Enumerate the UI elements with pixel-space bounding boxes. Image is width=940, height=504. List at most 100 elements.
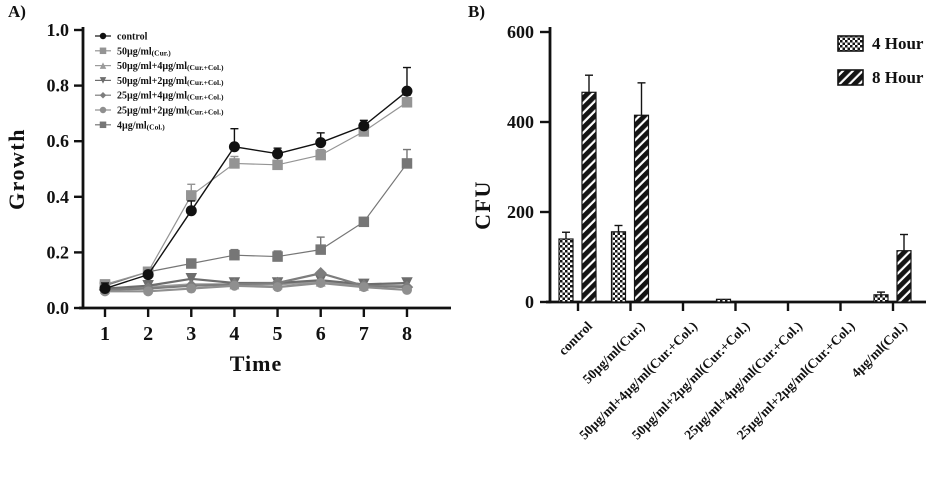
y-tick-label: 0	[525, 292, 534, 312]
bar	[558, 238, 574, 303]
panel-b: B) 0 200 400 600 CFU control 50µg/ml(Cur.) 50µg…	[460, 0, 940, 504]
marker-square	[401, 158, 413, 169]
marker-circle	[143, 286, 154, 297]
series-line	[104, 272, 408, 292]
x-tick-label: 8	[402, 323, 412, 345]
legend-swatch	[837, 35, 864, 52]
legend-label: 50µg/ml(Cur.)	[117, 46, 171, 57]
marker-triangle-down	[99, 77, 107, 84]
x-tick-label: 2	[143, 323, 153, 345]
marker-square	[358, 126, 370, 137]
marker-circle	[99, 283, 111, 295]
marker-circle	[315, 137, 327, 149]
series-line	[104, 101, 408, 285]
marker-square	[401, 97, 413, 108]
legend-item-50ug-ml-plus-4ug-ml: 50µg/ml+4µg/ml(Cur.+Col.)	[95, 61, 224, 72]
bar	[581, 91, 597, 303]
legend-item-25ug-ml-plus-4ug-ml: 25µg/ml+4µg/ml(Cur.+Col.)	[95, 91, 224, 102]
y-tick-label: 0.2	[47, 242, 70, 262]
marker-square	[315, 244, 326, 255]
x-tick-label: 1	[100, 323, 110, 345]
marker-square	[315, 149, 326, 161]
marker-square	[186, 258, 197, 269]
legend-label: 25µg/ml+4µg/ml(Cur.+Col.)	[117, 91, 224, 102]
series-control	[99, 66, 413, 295]
marker-circle	[229, 280, 240, 291]
marker-circle	[186, 283, 197, 294]
y-tick-label: 200	[507, 202, 534, 222]
y-tick-label: 0.0	[47, 298, 70, 318]
legend-label: 50µg/ml+4µg/ml(Cur.+Col.)	[117, 61, 224, 72]
marker-circle	[228, 141, 240, 153]
bar	[715, 298, 732, 303]
marker-circle	[99, 106, 107, 114]
y-axis-title: CFU	[470, 180, 495, 230]
x-tick-label: 3	[186, 323, 196, 345]
marker-square	[358, 216, 370, 228]
marker-circle	[185, 205, 197, 217]
series-line	[105, 281, 408, 293]
legend-label: 25µg/ml+2µg/ml(Cur.+Col.)	[117, 106, 224, 117]
legend-item-4-hour: 4 Hour	[837, 34, 924, 53]
y-tick-label: 1.0	[47, 20, 70, 40]
marker-triangle-up	[99, 62, 107, 69]
legend-label: 50µg/ml+2µg/ml(Cur.+Col.)	[117, 76, 224, 87]
legend-item-50ug-ml-plus-2ug-ml: 50µg/ml+2µg/ml(Cur.+Col.)	[95, 76, 224, 87]
marker-circle	[358, 120, 370, 132]
marker-circle	[142, 269, 154, 281]
y-tick-label: 400	[507, 112, 534, 132]
legend-item-control: control	[95, 32, 148, 43]
marker-circle	[272, 148, 284, 160]
bar	[896, 250, 912, 303]
panel-a-label: A)	[8, 2, 26, 21]
legend-item-25ug-ml-plus-2ug-ml: 25µg/ml+2µg/ml(Cur.+Col.)	[95, 106, 224, 117]
panel-a-legend: control 50µg/ml(Cur.) 50µg/ml+4µg/ml(Cur.+…	[95, 32, 224, 131]
legend-item-8-hour: 8 Hour	[837, 68, 924, 87]
series-line	[104, 90, 408, 290]
marker-square	[229, 249, 240, 261]
marker-square	[99, 47, 107, 55]
panel-a: A) 0.0 0.2 0.4 0.6 0.8 1.0 1 2 3 4 5 6 7 8 Growth Time c…	[0, 0, 460, 504]
y-tick-label: 600	[507, 22, 534, 42]
legend-item-50ug-ml-cur: 50µg/ml(Cur.)	[95, 46, 171, 57]
bar	[633, 114, 650, 303]
series-line	[104, 163, 408, 287]
x-category-label: control	[556, 318, 596, 358]
marker-circle	[272, 282, 283, 293]
marker-circle	[315, 277, 326, 288]
legend-item-4ug-ml-col: 4µg/ml(Col.)	[95, 120, 165, 131]
legend-swatch	[837, 69, 864, 86]
marker-diamond	[314, 267, 327, 280]
bar	[610, 231, 627, 303]
marker-square	[272, 159, 283, 171]
marker-square	[186, 190, 197, 201]
x-category-label: 4µg/ml(Col.)	[848, 319, 910, 381]
growth-line-chart: 0.0 0.2 0.4 0.6 0.8 1.0 1 2 3 4 5 6 7 8 Growth Time cont…	[4, 20, 451, 376]
marker-circle	[99, 32, 107, 40]
marker-square	[229, 158, 240, 169]
marker-square	[99, 121, 107, 129]
bar	[873, 294, 889, 303]
x-tick-label: 7	[359, 323, 369, 345]
legend-label: 4 Hour	[872, 34, 924, 53]
marker-diamond	[99, 91, 107, 99]
legend-label: 8 Hour	[872, 68, 924, 87]
y-tick-label: 0.4	[47, 187, 70, 207]
bar-series-8-hour	[581, 74, 912, 303]
x-tick-label: 5	[273, 323, 283, 345]
legend-label: 4µg/ml(Col.)	[117, 120, 165, 131]
x-tick-label: 6	[316, 323, 326, 345]
panel-a-axes: 0.0 0.2 0.4 0.6 0.8 1.0 1 2 3 4 5 6 7 8 Growth Time	[4, 20, 451, 376]
marker-triangle-down	[185, 273, 198, 285]
marker-circle	[401, 85, 413, 97]
y-tick-label: 0.6	[47, 131, 70, 151]
panel-b-label: B)	[468, 2, 485, 21]
x-axis-title: Time	[230, 351, 282, 376]
cfu-bar-chart: 0200400600CFUcontrol50µg/ml(Cur.)50µg/ml…	[470, 22, 926, 442]
legend-label: control	[117, 32, 148, 43]
panel-b-legend: 4 Hour 8 Hour	[837, 34, 924, 87]
x-tick-label: 4	[229, 323, 239, 345]
y-tick-label: 0.8	[47, 76, 70, 96]
y-axis-title: Growth	[4, 128, 29, 210]
